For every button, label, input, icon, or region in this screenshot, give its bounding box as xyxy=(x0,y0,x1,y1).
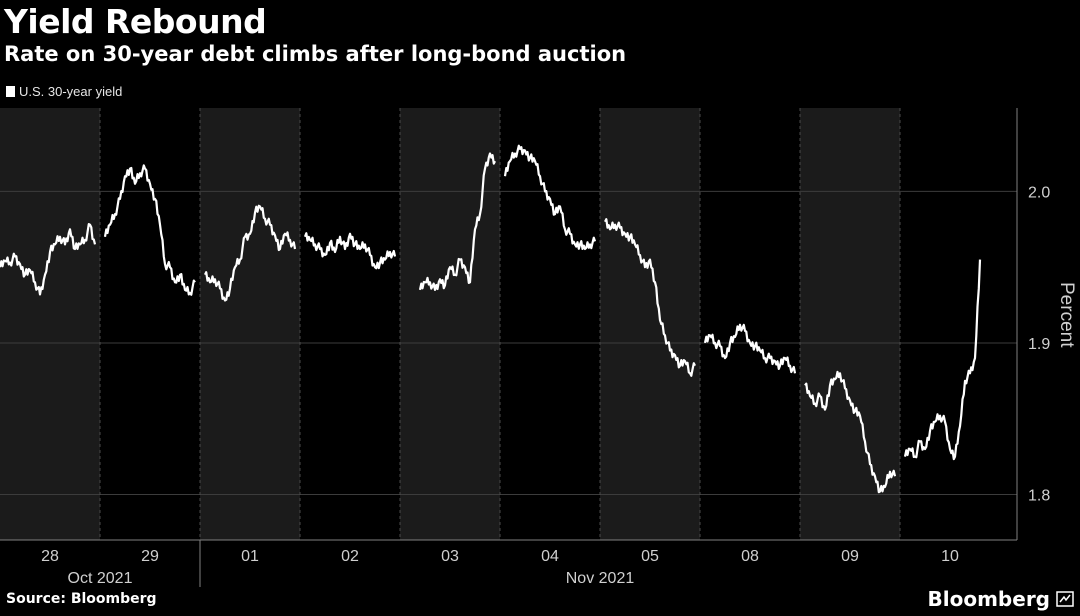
series-segment-04 xyxy=(503,144,597,251)
legend: U.S. 30-year yield xyxy=(6,84,122,99)
series-segment-05 xyxy=(604,218,696,377)
series-segment-08 xyxy=(703,323,797,374)
x-tick-label-04: 04 xyxy=(541,548,559,565)
series-layer xyxy=(0,144,982,494)
x-month-label: Nov 2021 xyxy=(566,570,635,587)
y-tick-label: 1.8 xyxy=(1028,488,1050,505)
x-tick-label-29: 29 xyxy=(141,548,159,565)
x-tick-label-28: 28 xyxy=(41,548,59,565)
legend-label: U.S. 30-year yield xyxy=(19,84,123,99)
gridlines xyxy=(0,190,1017,496)
brand-name: Bloomberg xyxy=(927,587,1050,611)
bloomberg-logo-icon xyxy=(1056,591,1074,607)
y-axis: 1.8 1.9 2.0 Percent xyxy=(1016,108,1077,540)
series-segment-09 xyxy=(804,370,897,494)
day-shade-09 xyxy=(800,108,900,540)
legend-swatch xyxy=(6,86,15,97)
series-segment-10 xyxy=(903,259,982,461)
series-segment-28 xyxy=(0,223,97,296)
x-tick-label-05: 05 xyxy=(641,548,659,565)
brand: Bloomberg xyxy=(928,587,1074,611)
x-tick-label-08: 08 xyxy=(741,548,759,565)
x-tick-label-03: 03 xyxy=(441,548,459,565)
day-dividers xyxy=(99,108,901,540)
day-shade-28 xyxy=(0,108,100,540)
source-note: Source: Bloomberg xyxy=(6,591,157,607)
day-shade-01 xyxy=(200,108,300,540)
x-tick-label-10: 10 xyxy=(941,548,959,565)
x-tick-label-01: 01 xyxy=(241,548,259,565)
chart-title: Yield Rebound xyxy=(4,2,267,41)
day-shading xyxy=(0,108,900,540)
x-tick-label-02: 02 xyxy=(341,548,359,565)
series-segment-03 xyxy=(418,152,496,291)
series-segment-01 xyxy=(204,204,297,302)
series-segment-02 xyxy=(303,232,397,270)
x-month-label: Oct 2021 xyxy=(68,570,133,587)
y-axis-title: Percent xyxy=(1056,282,1077,348)
chart-subtitle: Rate on 30-year debt climbs after long-b… xyxy=(4,42,627,66)
y-tick-label: 1.9 xyxy=(1028,336,1050,353)
x-axis: 28 29 01 02 03 04 05 08 09 10 Oct 2021 Nov 2021 xyxy=(0,539,1017,587)
x-tick-label-09: 09 xyxy=(841,548,859,565)
day-shade-05 xyxy=(600,108,700,540)
series-segment-29 xyxy=(103,164,196,296)
y-tick-label: 2.0 xyxy=(1028,184,1050,201)
